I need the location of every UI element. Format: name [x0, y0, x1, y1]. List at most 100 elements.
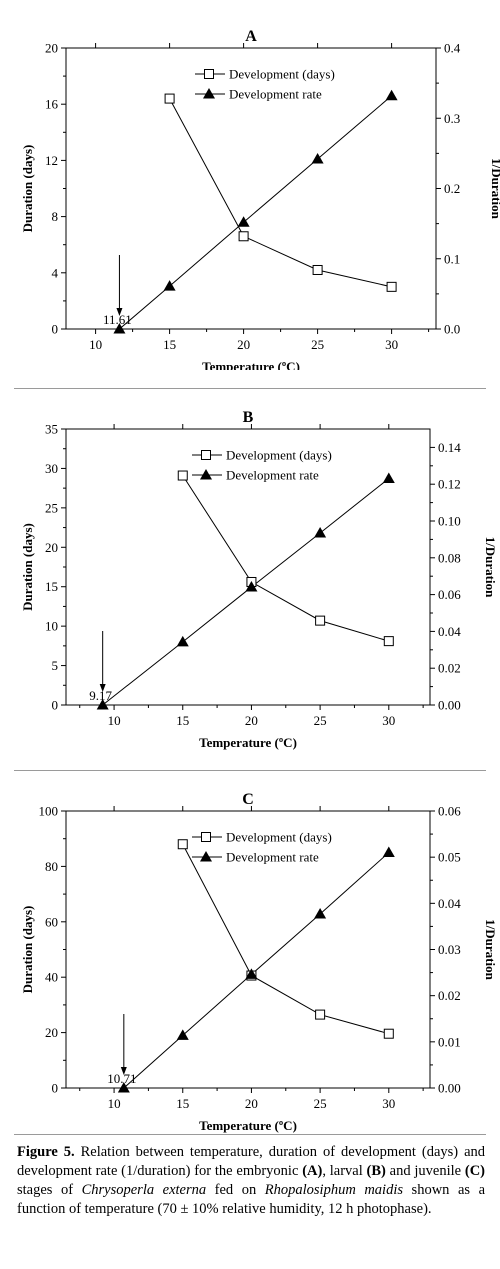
chart-c-svg: C 10 15 20 25 30 0 20 40 60 80 100 0.00 0.01 0.02 0.03 0… [20, 791, 498, 1133]
y2-tick-label: 0.02 [438, 661, 461, 676]
data-point-development-rate [176, 635, 189, 647]
y2-tick-label: 0.06 [438, 587, 461, 602]
y-tick-label: 100 [39, 804, 59, 819]
legend-label: Development rate [226, 468, 319, 483]
legend-marker-square [201, 832, 211, 842]
x-tick-label: 30 [385, 337, 398, 352]
chart-b-svg: B 10 15 20 25 30 0 5 10 15 20 25 30 35 0.00 0.02 0.04 0.0… [20, 409, 498, 750]
x-tick-label: 25 [314, 1096, 327, 1111]
y2-axis-label: 1/Duration [489, 158, 500, 219]
data-point-development-rate [163, 280, 176, 291]
x-tick-label: 20 [237, 337, 250, 352]
legend-marker-triangle [200, 851, 212, 862]
chart-panel-b: B 10 15 20 25 30 0 5 10 15 20 25 30 35 0.00 0.02 0.04 0.0… [0, 392, 500, 752]
y2-tick-label: 0.06 [438, 804, 461, 819]
x-tick-label: 10 [108, 713, 121, 728]
legend-label: Development (days) [229, 67, 335, 82]
x-tick-label: 15 [176, 1096, 189, 1111]
chart-title: C [242, 791, 254, 808]
y-tick-label: 40 [45, 970, 58, 985]
caption-text: Relation between temperature, duration o… [17, 1144, 485, 1179]
legend-label: Development rate [226, 850, 319, 865]
y-axis-label: Duration (days) [20, 145, 35, 233]
series-line-development-rate [119, 95, 392, 330]
chart-panel-c: C 10 15 20 25 30 0 20 40 60 80 100 0.00 0.01 0.02 0.03 0… [0, 775, 500, 1135]
caption-text: fed on [206, 1182, 265, 1198]
legend-marker-triangle [203, 88, 215, 99]
x-tick-label: 25 [311, 337, 324, 352]
legend-label: Development (days) [226, 830, 332, 845]
y2-tick-label: 0.00 [438, 1081, 461, 1096]
legend-label: Development (days) [226, 448, 332, 463]
x-tick-label: 15 [176, 713, 189, 728]
y-tick-label: 20 [45, 41, 58, 56]
caption-label: Figure 5. [17, 1144, 75, 1160]
caption-text: , larval [322, 1163, 367, 1179]
panel-divider [14, 1134, 486, 1135]
x-tick-label: 20 [245, 1096, 258, 1111]
panel-divider [14, 388, 486, 389]
data-point-development-rate [311, 152, 324, 164]
y2-tick-label: 0.1 [444, 251, 460, 266]
figure-caption: Figure 5. Relation between temperature, … [17, 1143, 485, 1219]
y-tick-label: 80 [45, 859, 58, 874]
data-point-development-rate [96, 699, 109, 710]
caption-stage-a: (A) [302, 1163, 323, 1179]
y2-tick-label: 0.01 [438, 1034, 461, 1049]
y2-tick-label: 0.14 [438, 440, 461, 455]
threshold-arrow-head [120, 1067, 127, 1075]
caption-stage-c: (C) [464, 1163, 485, 1179]
y-tick-label: 5 [52, 658, 59, 673]
threshold-arrow-head [99, 684, 106, 692]
y-tick-label: 4 [52, 265, 59, 280]
data-point-development-rate [245, 581, 258, 592]
y-tick-label: 25 [45, 500, 58, 515]
y2-axis-label: 1/Duration [483, 919, 498, 980]
data-point-development-days [164, 93, 175, 104]
data-point-development-rate [237, 216, 250, 227]
panel-divider [14, 770, 486, 771]
y2-tick-label: 0.00 [438, 698, 461, 713]
y-axis-label: Duration (days) [20, 906, 35, 994]
data-point-development-days [238, 231, 249, 242]
x-axis-label: Temperature (ºC) [199, 735, 297, 750]
caption-text: and juvenile [385, 1163, 465, 1179]
y2-tick-label: 0.05 [438, 850, 461, 865]
y2-tick-label: 0.12 [438, 477, 461, 492]
caption-species: Rhopalosiphum maidis [264, 1182, 404, 1198]
threshold-arrow-head [116, 308, 123, 316]
y2-axis-label: 1/Duration [483, 537, 498, 598]
threshold-label: 10.71 [107, 1071, 136, 1086]
y-tick-label: 16 [45, 97, 59, 112]
y2-tick-label: 0.2 [444, 181, 460, 196]
x-tick-label: 30 [382, 713, 395, 728]
legend-marker-square [201, 450, 211, 460]
threshold-label: 9.17 [89, 688, 112, 703]
chart-title: B [243, 409, 254, 426]
data-point-development-rate [113, 323, 126, 334]
chart-a-svg: A 10 15 20 25 30 0 4 8 12 16 20 0.0 0.1 0.2 0.3 0.4 Tempe… [20, 28, 500, 370]
x-axis-label: Temperature (ºC) [199, 1118, 297, 1133]
y-tick-label: 10 [45, 619, 58, 634]
data-point-development-rate [314, 907, 327, 919]
y-tick-label: 15 [45, 579, 58, 594]
y2-tick-label: 0.0 [444, 322, 460, 337]
series-line-development-days [182, 844, 389, 1035]
y2-tick-label: 0.10 [438, 514, 461, 529]
y2-tick-label: 0.04 [438, 896, 461, 911]
caption-text: stages of [17, 1182, 82, 1198]
data-point-development-days [312, 264, 323, 275]
data-point-development-rate [382, 472, 395, 483]
y-tick-label: 0 [52, 698, 59, 713]
y2-tick-label: 0.03 [438, 942, 461, 957]
chart-title: A [245, 28, 257, 45]
data-point-development-days [383, 636, 394, 647]
caption-species: Chrysoperla externa [81, 1182, 207, 1198]
y2-tick-label: 0.04 [438, 624, 461, 639]
x-tick-label: 10 [108, 1096, 121, 1111]
caption-stage-b: (B) [366, 1163, 386, 1179]
legend-label: Development rate [229, 87, 322, 102]
data-point-development-rate [314, 526, 327, 538]
y2-tick-label: 0.08 [438, 550, 461, 565]
y-tick-label: 35 [45, 422, 58, 437]
